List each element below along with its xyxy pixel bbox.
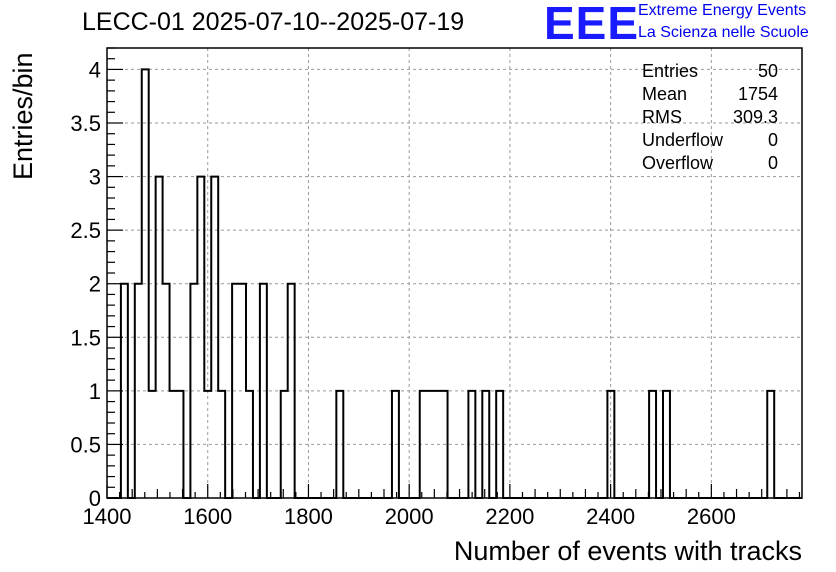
chart-title: LECC-01 2025-07-10--2025-07-19	[82, 8, 465, 36]
stats-row-overflow: Overflow 0	[642, 152, 778, 175]
stats-row-rms: RMS 309.3	[642, 106, 778, 129]
y-axis-label: Entries/bin	[8, 52, 38, 180]
x-axis-label: Number of events with tracks	[453, 536, 802, 566]
stats-value: 0	[767, 153, 778, 173]
y-tick-label: 2.5	[70, 218, 101, 243]
y-tick-label: 3.5	[70, 111, 101, 136]
stats-value: 0	[767, 130, 778, 150]
x-tick-label: 1600	[183, 504, 232, 529]
logo-line-2: La Scienza nelle Scuole	[638, 24, 809, 41]
x-tick-label: 1800	[284, 504, 333, 529]
stats-label: Mean	[642, 84, 688, 104]
eee-logo-mark: EEE	[544, 0, 640, 49]
stats-value: 50	[757, 61, 778, 81]
histogram-outline	[107, 68, 802, 499]
x-tick-label: 2400	[586, 504, 635, 529]
stats-label: Underflow	[642, 130, 724, 150]
stats-value: 309.3	[732, 107, 778, 127]
logo-line-1: Extreme Energy Events	[638, 2, 807, 19]
y-tick-label: 0	[89, 486, 101, 511]
y-tick-label: 3	[89, 165, 101, 190]
y-tick-label: 1	[89, 379, 101, 404]
x-tick-label: 1400	[83, 504, 132, 529]
stats-box: Entries 50 Mean 1754 RMS 309.3 Underflow…	[642, 60, 778, 175]
y-tick-label: 4	[89, 57, 101, 82]
y-tick-label: 0.5	[70, 432, 101, 457]
histogram-bars	[107, 68, 802, 499]
stats-row-underflow: Underflow 0	[642, 129, 778, 152]
stats-value: 1754	[737, 84, 778, 104]
x-tick-label: 2000	[385, 504, 434, 529]
axis-ticks: 1400 1600 1800 2000 2200 2400 2600 0 0.5 1 1.5 2 2.5…	[70, 47, 801, 529]
stats-label: Entries	[642, 61, 699, 81]
stats-label: Overflow	[642, 153, 714, 173]
stats-row-entries: Entries 50	[642, 60, 778, 83]
stats-row-mean: Mean 1754	[642, 83, 778, 106]
x-tick-label: 2600	[687, 504, 736, 529]
y-tick-label: 2	[89, 272, 101, 297]
x-tick-label: 2200	[485, 504, 534, 529]
stats-label: RMS	[642, 107, 682, 127]
y-tick-label: 1.5	[70, 325, 101, 350]
